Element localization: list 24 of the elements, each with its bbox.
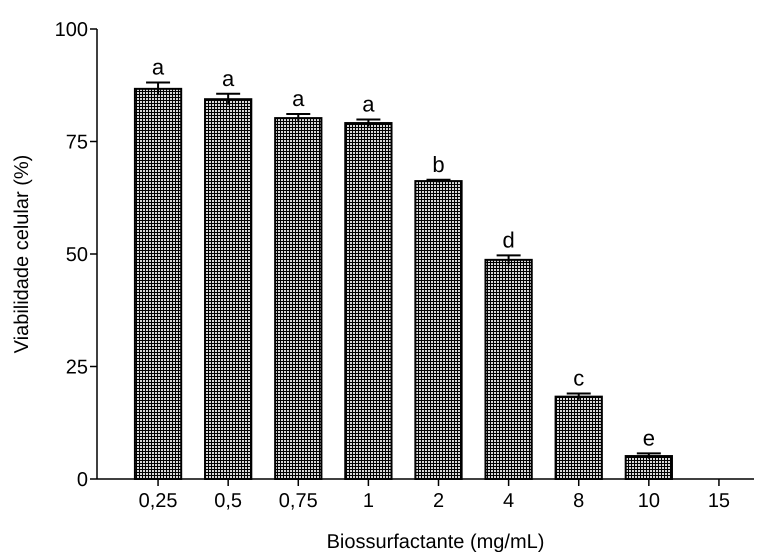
y-tick-label: 100	[54, 19, 88, 41]
annotation: d	[502, 227, 515, 252]
annotation: c	[573, 366, 584, 390]
x-tick-label: 10	[638, 490, 660, 512]
y-tick-label: 25	[66, 356, 88, 378]
x-axis-title: Biossurfactante (mg/mL)	[326, 531, 544, 553]
x-tick-label: 8	[573, 490, 584, 512]
annotation: a	[292, 86, 306, 112]
annotation: e	[642, 425, 655, 450]
x-tick-label: 2	[432, 490, 444, 512]
annotation: a	[362, 91, 376, 116]
x-tick-label: 0,25	[138, 490, 178, 512]
y-tick-label: 50	[66, 244, 88, 266]
annotation: a	[222, 66, 236, 91]
y-tick-label: 75	[66, 132, 88, 154]
x-tick-label: 0,5	[214, 490, 242, 512]
annotation: b	[432, 152, 445, 177]
x-tick-label: 4	[503, 490, 514, 512]
x-tick-label: 1	[362, 490, 374, 512]
y-tick-label: 0	[76, 469, 88, 491]
annotation: a	[152, 54, 165, 80]
x-tick-label: 0,75	[278, 490, 318, 512]
x-tick-label: 15	[708, 490, 730, 512]
y-axis-title: Viabilidade celular (%)	[11, 154, 33, 354]
